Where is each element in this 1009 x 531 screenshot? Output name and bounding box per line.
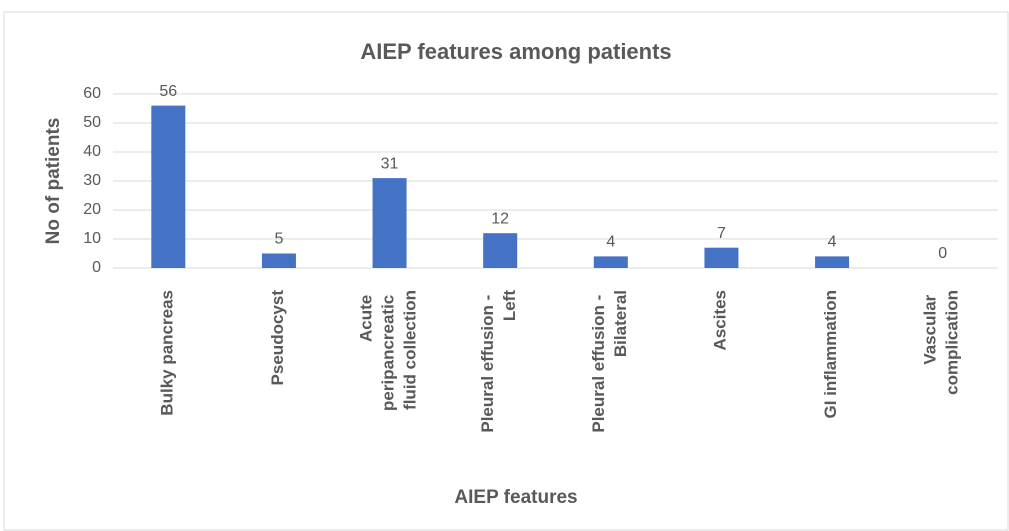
y-tick-label: 0: [92, 259, 101, 276]
chart-border: [3, 11, 1009, 531]
bar: [815, 256, 850, 268]
bar: [151, 105, 186, 268]
y-tick-label: 40: [83, 143, 101, 160]
y-tick-label: 20: [83, 201, 101, 218]
data-label: 7: [717, 225, 726, 242]
x-tick-label: Vascular complication: [921, 290, 962, 395]
y-tick-label: 60: [83, 85, 101, 102]
y-tick-label: 30: [83, 172, 101, 189]
x-tick-label: GI inflammation: [822, 290, 841, 418]
bar: [593, 256, 628, 268]
bar: [372, 178, 407, 268]
data-label: 0: [938, 245, 947, 262]
data-label: 5: [274, 231, 283, 248]
chart-title: AIEP features among patients: [360, 39, 671, 64]
y-tick-label: 10: [83, 230, 101, 247]
y-axis-label: No of patients: [43, 118, 64, 245]
data-label: 31: [381, 155, 399, 172]
data-label: 4: [606, 234, 615, 251]
data-label: 4: [828, 234, 837, 251]
x-tick-label: Ascites: [711, 290, 730, 350]
y-tick-label: 50: [83, 114, 101, 131]
x-tick-label: Bulky pancreas: [158, 290, 177, 416]
x-tick-label: Pleural effusion - Bilateral: [589, 290, 630, 433]
bar: [483, 233, 518, 268]
bar: [261, 253, 296, 268]
data-label: 12: [491, 210, 509, 227]
x-tick-label: Pseudocyst: [268, 290, 287, 386]
data-label: 56: [159, 83, 177, 100]
x-axis-label: AIEP features: [454, 487, 577, 508]
x-tick-label: Acute peripancreatic fluid collection: [357, 290, 420, 411]
bar: [704, 247, 739, 268]
x-tick-label: Pleural effusion - Left: [479, 290, 520, 433]
